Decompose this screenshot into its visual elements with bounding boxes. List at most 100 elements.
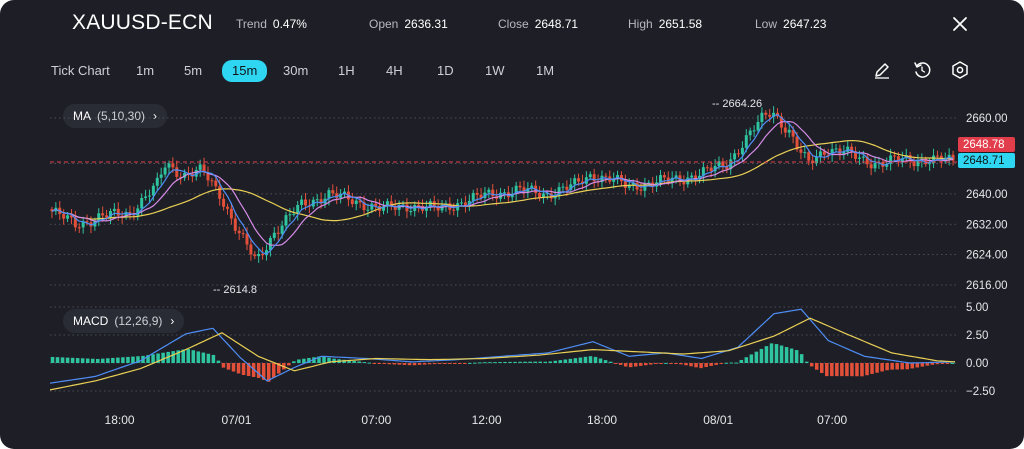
macd-indicator-params: (12,26,9) [114, 314, 163, 328]
macd-histogram-bar [55, 357, 60, 363]
candle-body [499, 192, 503, 199]
candle-body [514, 185, 518, 194]
macd-histogram-bar [573, 358, 578, 363]
timeframe-1m[interactable]: 1m [136, 63, 155, 78]
chevron-right-icon: › [153, 109, 158, 123]
candle-body [69, 215, 73, 218]
candle-body [756, 121, 760, 131]
candle-body [604, 175, 608, 177]
macd-histogram-bar [96, 358, 100, 363]
candle-body [616, 175, 620, 180]
candle-body [136, 208, 140, 216]
undo-icon[interactable] [912, 60, 932, 80]
candle-body [389, 201, 393, 207]
macd-histogram-bar [563, 359, 568, 363]
macd-histogram-bar [548, 361, 553, 363]
candle-body [612, 179, 616, 182]
ma-indicator-pill[interactable]: MA (5,10,30) › [63, 104, 168, 128]
macd-histogram-bar [598, 358, 603, 363]
candle-body [740, 147, 744, 155]
macd-histogram-bar [764, 346, 769, 363]
timeframe-tick-chart[interactable]: Tick Chart [51, 63, 110, 78]
macd-histogram-bar [583, 356, 588, 363]
candle-body [889, 155, 893, 164]
candle-body [530, 185, 534, 189]
macd-histogram-bar [734, 362, 739, 364]
close-icon[interactable] [950, 14, 970, 34]
timeframe-15m[interactable]: 15m [222, 60, 268, 82]
candle-body [479, 194, 483, 199]
macd-histogram-bar [146, 355, 150, 363]
candle-body [592, 174, 596, 182]
candle-body [807, 152, 811, 161]
candle-body [744, 135, 748, 148]
candle-body [834, 148, 838, 150]
candle-body [354, 200, 358, 205]
candle-body [237, 230, 241, 234]
macd-histogram-bar [714, 363, 718, 365]
candle-body [491, 189, 495, 197]
candle-body [639, 189, 643, 191]
timeframe-1w[interactable]: 1W [485, 63, 505, 78]
macd-histogram-bar [880, 363, 884, 372]
macd-histogram-bar [875, 363, 879, 373]
candle-body [120, 215, 124, 218]
price-axis-label: 2624.00 [966, 250, 1008, 262]
macd-histogram-bar [568, 358, 573, 363]
candle-body [752, 130, 756, 132]
candle-body [194, 169, 198, 177]
candle-body [186, 173, 190, 175]
candle-body [783, 127, 787, 133]
candle-body [818, 151, 822, 157]
candle-body [350, 199, 354, 205]
candle-body [467, 200, 471, 207]
macd-histogram-bar [478, 362, 482, 364]
candle-body [600, 175, 604, 183]
macd-histogram-bar [649, 363, 653, 365]
macd-histogram-bar [855, 363, 859, 377]
candle-body [912, 161, 916, 167]
candle-body [705, 167, 709, 169]
macd-histogram-bar [216, 360, 221, 363]
candle-body [202, 164, 206, 173]
timeframe-1d[interactable]: 1D [437, 63, 454, 78]
candle-body [553, 195, 557, 199]
macd-histogram-bar [744, 357, 749, 363]
candle-body [401, 204, 405, 206]
candle-body [323, 198, 327, 204]
time-axis-label: 12:00 [472, 413, 502, 427]
candle-body [112, 208, 116, 212]
pencil-icon[interactable] [872, 60, 892, 80]
macd-histogram-bar [694, 363, 698, 368]
macd-histogram-bar [196, 351, 201, 363]
symbol-title: XAUUSD-ECN [72, 11, 213, 34]
macd-histogram-bar [452, 363, 457, 364]
macd-indicator-pill[interactable]: MACD (12,26,9) › [63, 309, 185, 333]
timeframe-1mo[interactable]: 1M [536, 63, 555, 78]
candle-body [776, 112, 779, 117]
candle-body [370, 203, 374, 210]
settings-icon[interactable] [950, 60, 970, 80]
macd-histogram-bar [553, 360, 558, 363]
candle-body [822, 151, 826, 155]
candle-body [292, 213, 296, 215]
macd-histogram-bar [664, 362, 668, 364]
timeframe-5m[interactable]: 5m [184, 63, 203, 78]
macd-histogram-bar [814, 363, 819, 370]
candle-body [241, 233, 245, 235]
candle-body [678, 175, 682, 182]
macd-histogram-bar [804, 361, 809, 363]
macd-histogram-bar [709, 363, 713, 366]
macd-histogram-bar [468, 362, 472, 364]
macd-histogram-bar [538, 361, 542, 363]
macd-histogram-bar [558, 360, 563, 363]
trend-label: Trend [236, 17, 267, 31]
low-value: 2647.23 [783, 17, 827, 31]
macd-histogram-bar [915, 363, 920, 368]
macd-histogram-bar [503, 361, 507, 363]
candle-body [66, 215, 70, 219]
timeframe-1h[interactable]: 1H [338, 63, 355, 78]
timeframe-30m[interactable]: 30m [283, 63, 309, 78]
timeframe-4h[interactable]: 4H [386, 63, 403, 78]
candle-body [577, 178, 581, 182]
